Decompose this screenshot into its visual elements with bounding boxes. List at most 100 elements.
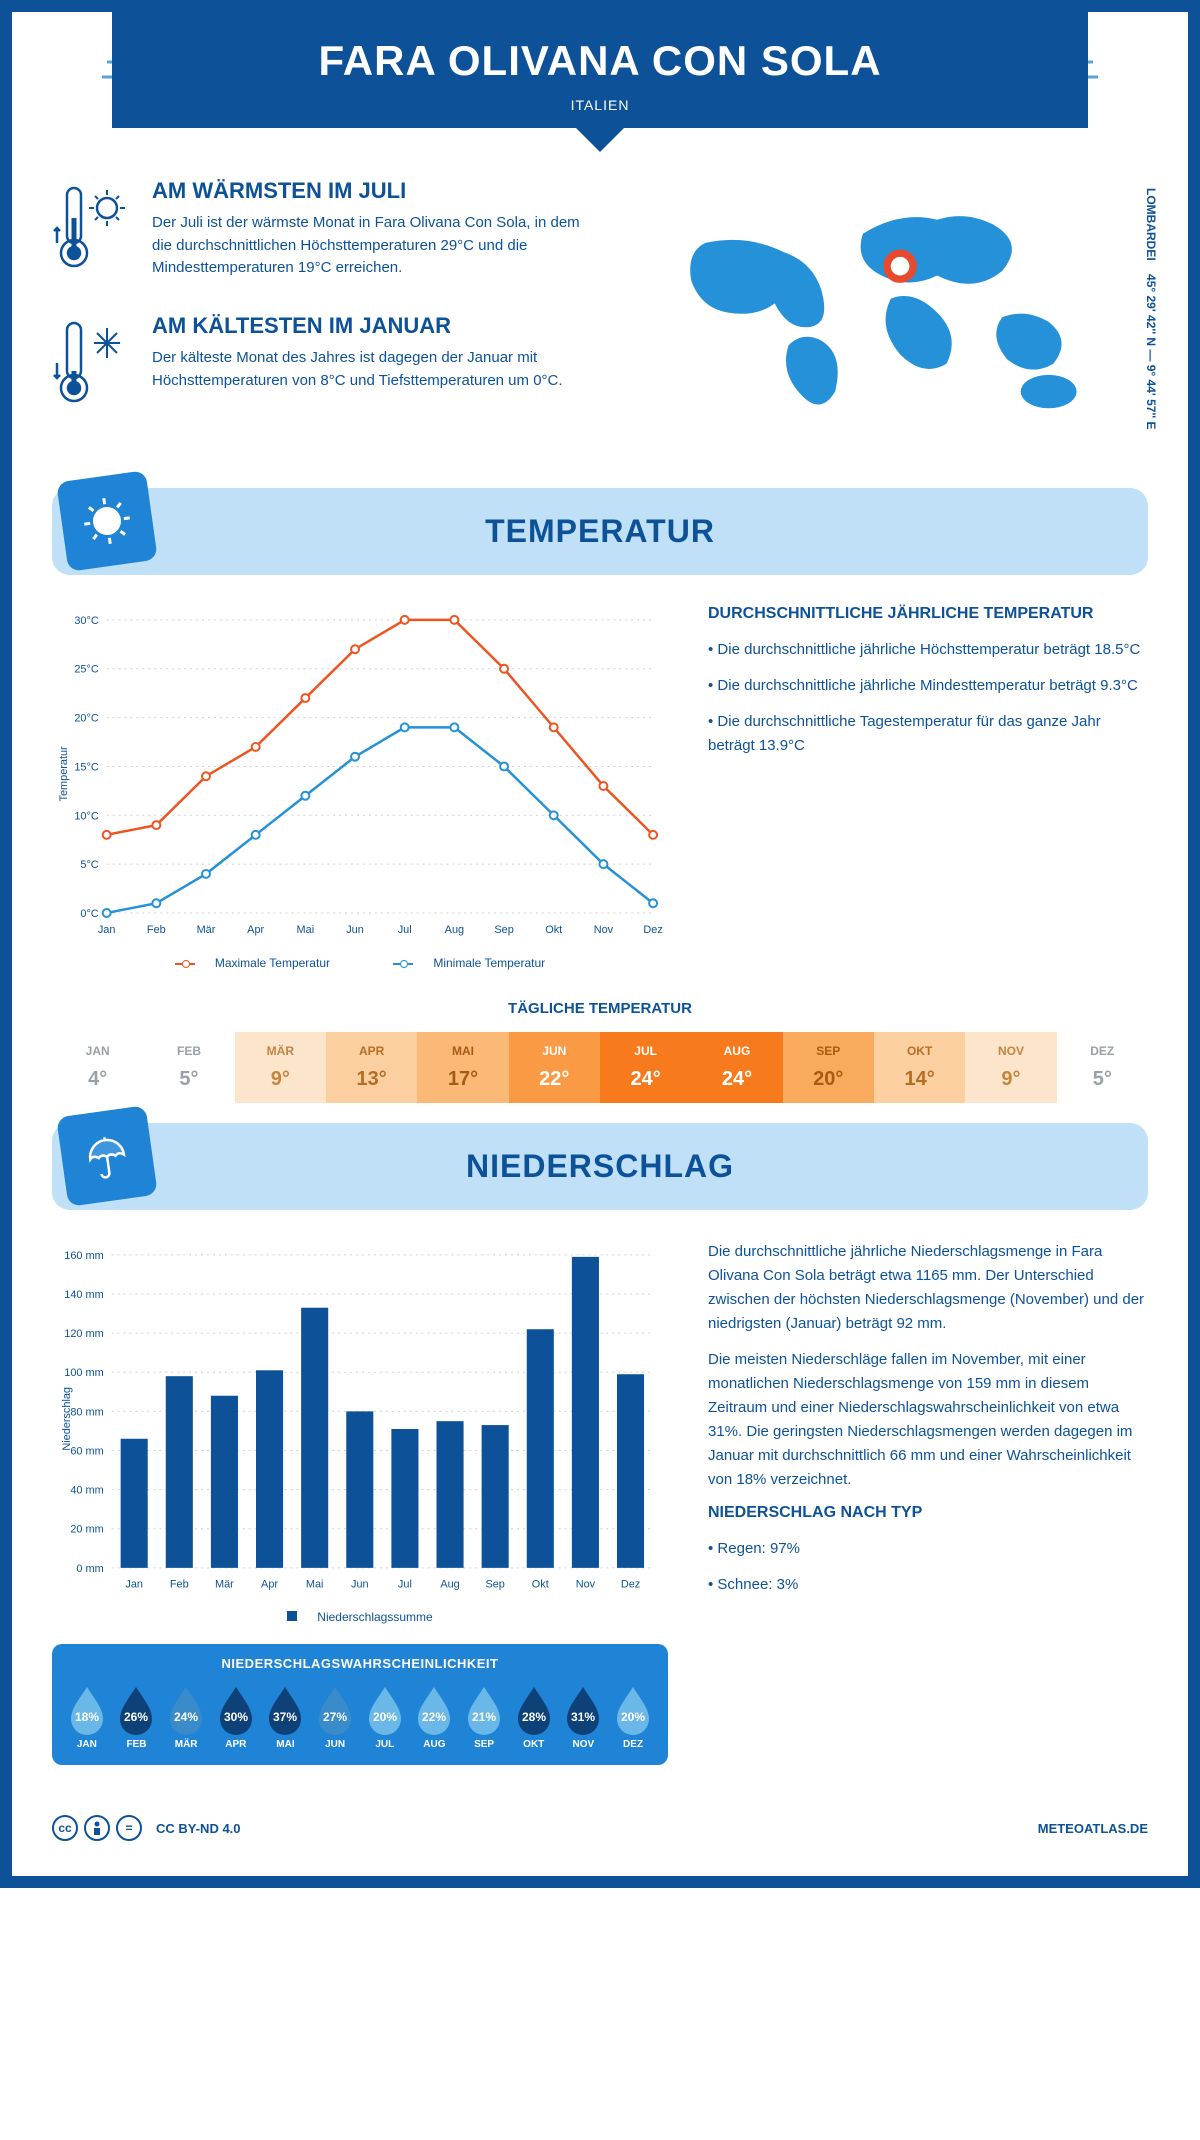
- svg-text:Apr: Apr: [247, 924, 264, 936]
- svg-text:100 mm: 100 mm: [64, 1367, 103, 1379]
- probability-drop: 20%DEZ: [611, 1683, 656, 1750]
- svg-text:0°C: 0°C: [80, 908, 98, 920]
- svg-text:40 mm: 40 mm: [70, 1484, 103, 1496]
- daily-cell: MAI17°: [417, 1032, 508, 1103]
- svg-text:37%: 37%: [273, 1710, 297, 1724]
- daily-cell: DEZ5°: [1057, 1032, 1148, 1103]
- by-icon: [84, 1815, 110, 1841]
- svg-text:Jul: Jul: [398, 924, 412, 936]
- precip-text-1: Die durchschnittliche jährliche Niedersc…: [708, 1240, 1148, 1336]
- daily-cell: FEB5°: [143, 1032, 234, 1103]
- svg-text:Feb: Feb: [170, 1579, 189, 1591]
- probability-drop: 24%MÄR: [164, 1683, 209, 1750]
- precip-type-title: NIEDERSCHLAG NACH TYP: [708, 1504, 1148, 1522]
- svg-text:Dez: Dez: [621, 1579, 640, 1591]
- svg-text:Jun: Jun: [351, 1579, 369, 1591]
- coldest-title: AM KÄLTESTEN IM JANUAR: [152, 313, 585, 339]
- svg-text:30%: 30%: [224, 1710, 248, 1724]
- svg-text:25°C: 25°C: [74, 664, 98, 676]
- svg-text:Okt: Okt: [545, 924, 562, 936]
- thermometer-cold-icon: [52, 313, 132, 418]
- svg-text:Nov: Nov: [576, 1579, 596, 1591]
- daily-cell: JUN22°: [509, 1032, 600, 1103]
- probability-drop: 21%SEP: [462, 1683, 507, 1750]
- warmest-block: AM WÄRMSTEN IM JULI Der Juli ist der wär…: [52, 178, 585, 283]
- svg-text:28%: 28%: [522, 1710, 546, 1724]
- svg-text:26%: 26%: [124, 1710, 148, 1724]
- sun-icon: [56, 470, 158, 572]
- svg-text:60 mm: 60 mm: [70, 1445, 103, 1457]
- svg-text:140 mm: 140 mm: [64, 1289, 103, 1301]
- svg-text:0 mm: 0 mm: [76, 1563, 103, 1575]
- svg-text:20°C: 20°C: [74, 713, 98, 725]
- daily-temp-table: JAN4°FEB5°MÄR9°APR13°MAI17°JUN22°JUL24°A…: [52, 1032, 1148, 1103]
- page-footer: cc = CC BY-ND 4.0 METEOATLAS.DE: [52, 1795, 1148, 1846]
- svg-text:20 mm: 20 mm: [70, 1524, 103, 1536]
- daily-cell: JAN4°: [52, 1032, 143, 1103]
- coldest-text: Der kälteste Monat des Jahres ist dagege…: [152, 347, 585, 392]
- svg-text:Okt: Okt: [532, 1579, 549, 1591]
- warmest-text: Der Juli ist der wärmste Monat in Fara O…: [152, 212, 585, 280]
- coordinates: LOMBARDEI 45° 29' 42'' N — 9° 44' 57'' E: [1144, 188, 1158, 430]
- probability-drop: 26%FEB: [114, 1683, 159, 1750]
- prob-title: NIEDERSCHLAGSWAHRSCHEINLICHKEIT: [62, 1656, 658, 1671]
- probability-drop: 30%APR: [213, 1683, 258, 1750]
- svg-text:Sep: Sep: [494, 924, 513, 936]
- svg-text:20%: 20%: [621, 1710, 645, 1724]
- svg-text:18%: 18%: [75, 1710, 99, 1724]
- svg-text:30°C: 30°C: [74, 615, 98, 627]
- svg-text:Jan: Jan: [98, 924, 116, 936]
- svg-text:Nov: Nov: [594, 924, 614, 936]
- page-title: FARA OLIVANA CON SOLA: [122, 37, 1078, 85]
- svg-text:15°C: 15°C: [74, 761, 98, 773]
- license-text: CC BY-ND 4.0: [156, 1821, 241, 1836]
- svg-text:Mai: Mai: [297, 924, 315, 936]
- svg-text:10°C: 10°C: [74, 810, 98, 822]
- daily-cell: JUL24°: [600, 1032, 691, 1103]
- svg-text:Feb: Feb: [147, 924, 166, 936]
- coldest-block: AM KÄLTESTEN IM JANUAR Der kälteste Mona…: [52, 313, 585, 418]
- precipitation-bar-chart: 0 mm20 mm40 mm60 mm80 mm100 mm120 mm140 …: [52, 1240, 668, 1598]
- probability-drop: 18%JAN: [64, 1683, 109, 1750]
- warmest-title: AM WÄRMSTEN IM JULI: [152, 178, 585, 204]
- svg-text:Apr: Apr: [261, 1579, 278, 1591]
- chart-legend: Maximale Temperatur Minimale Temperatur: [52, 956, 668, 970]
- svg-text:Jul: Jul: [398, 1579, 412, 1591]
- probability-drop: 31%NOV: [561, 1683, 606, 1750]
- svg-text:Mär: Mär: [197, 924, 216, 936]
- svg-text:Jan: Jan: [125, 1579, 143, 1591]
- section-title: NIEDERSCHLAG: [72, 1148, 1128, 1185]
- page-header: FARA OLIVANA CON SOLA ITALIEN: [112, 12, 1088, 128]
- precipitation-probability-box: NIEDERSCHLAGSWAHRSCHEINLICHKEIT 18%JAN26…: [52, 1644, 668, 1765]
- svg-text:Temperatur: Temperatur: [58, 746, 70, 802]
- svg-text:24%: 24%: [174, 1710, 198, 1724]
- chart-legend: Niederschlagssumme: [52, 1610, 668, 1624]
- probability-drop: 20%JUL: [362, 1683, 407, 1750]
- svg-text:Dez: Dez: [643, 924, 662, 936]
- temp-info-title: DURCHSCHNITTLICHE JÄHRLICHE TEMPERATUR: [708, 605, 1148, 623]
- daily-cell: AUG24°: [691, 1032, 782, 1103]
- temp-info-list: Die durchschnittliche jährliche Höchstte…: [708, 638, 1148, 758]
- precip-type-list: Regen: 97% Schnee: 3%: [708, 1537, 1148, 1597]
- thermometer-hot-icon: [52, 178, 132, 283]
- svg-text:Niederschlag: Niederschlag: [61, 1387, 73, 1451]
- svg-text:Sep: Sep: [485, 1579, 504, 1591]
- cc-icon: cc: [52, 1815, 78, 1841]
- section-temperatur: TEMPERATUR: [52, 488, 1148, 575]
- daily-cell: NOV9°: [965, 1032, 1056, 1103]
- svg-text:20%: 20%: [373, 1710, 397, 1724]
- world-map-icon: [615, 178, 1148, 438]
- site-name: METEOATLAS.DE: [1038, 1821, 1148, 1836]
- daily-cell: OKT14°: [874, 1032, 965, 1103]
- svg-text:Aug: Aug: [445, 924, 464, 936]
- svg-text:21%: 21%: [472, 1710, 496, 1724]
- precip-text-2: Die meisten Niederschläge fallen im Nove…: [708, 1348, 1148, 1492]
- temperature-line-chart: 0°C5°C10°C15°C20°C25°C30°CJanFebMärAprMa…: [52, 605, 668, 943]
- umbrella-icon: [56, 1105, 158, 1207]
- daily-cell: APR13°: [326, 1032, 417, 1103]
- svg-text:120 mm: 120 mm: [64, 1328, 103, 1340]
- nd-icon: =: [116, 1815, 142, 1841]
- country-label: ITALIEN: [122, 97, 1078, 113]
- probability-drop: 37%MAI: [263, 1683, 308, 1750]
- probability-drop: 28%OKT: [511, 1683, 556, 1750]
